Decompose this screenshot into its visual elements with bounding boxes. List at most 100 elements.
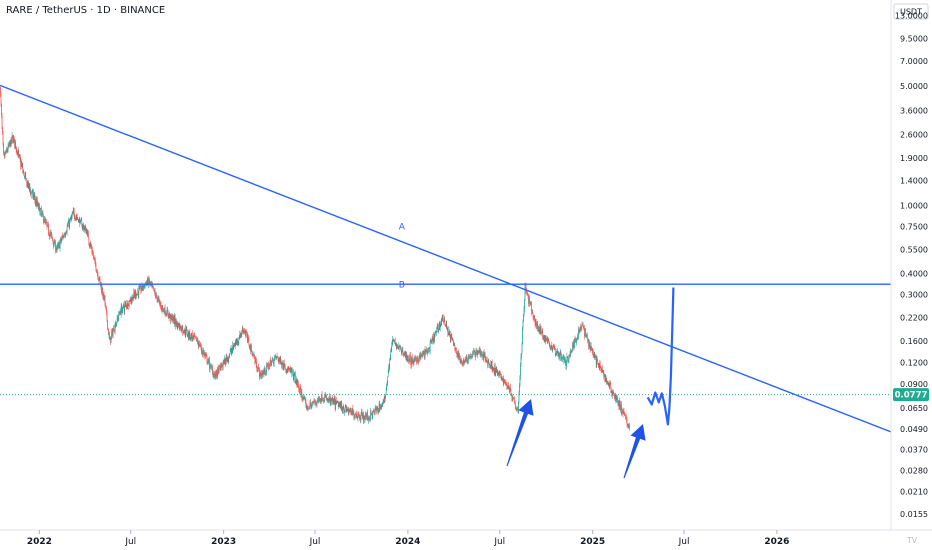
candle-body (55, 242, 56, 251)
candle-body (16, 151, 18, 153)
candle-body (565, 363, 567, 367)
candle-body (152, 285, 153, 288)
candle-body (110, 337, 111, 343)
y-axis[interactable]: USDT 13.0000 9.5000 7.0000 5.0000 3.6000 2.60… (890, 0, 932, 530)
candle-body (253, 354, 255, 356)
candle-body (147, 278, 149, 285)
candle-body (133, 291, 135, 295)
trendline-A[interactable] (0, 84, 892, 433)
candle-body (235, 341, 237, 345)
candle-body (398, 345, 400, 348)
candle-body (10, 139, 12, 147)
x-tick-label: 2022 (27, 537, 52, 547)
candle-body (613, 392, 614, 394)
candle-body (612, 391, 614, 394)
candle-body (0, 88, 1, 95)
candle-body (605, 378, 607, 382)
candle-body (149, 281, 151, 285)
candle-body (165, 313, 167, 315)
candle-body (287, 367, 289, 370)
candle-body (48, 224, 49, 234)
candle-body (153, 286, 154, 288)
candle-body (533, 316, 535, 319)
candle-body (369, 418, 371, 420)
candle-body (409, 358, 410, 363)
candle-body (259, 372, 261, 378)
candle-body (67, 225, 68, 227)
candle-body (548, 341, 550, 344)
candle-body (600, 366, 602, 369)
candle-body (491, 361, 492, 367)
candle-body (599, 362, 601, 368)
candle-body (86, 229, 88, 235)
candle-body (455, 348, 456, 350)
y-tick-label: 0.1200 (900, 358, 928, 367)
candle-body (376, 409, 377, 411)
candle-body (171, 316, 173, 318)
candle-body (243, 330, 244, 332)
candle-body (148, 278, 150, 280)
candle-body (617, 400, 619, 404)
candle-body (30, 190, 32, 195)
candle-body (122, 304, 124, 307)
candle-body (402, 349, 404, 353)
candle-body (436, 325, 438, 331)
candle-body (184, 327, 186, 333)
candle-body (216, 369, 217, 375)
candle-body (137, 290, 139, 295)
candle-body (158, 297, 160, 301)
candle-body (270, 363, 272, 367)
candle-body (320, 401, 322, 402)
candle-body (41, 208, 42, 215)
candle-body (575, 339, 577, 343)
candle-body (518, 392, 520, 403)
candle-body (292, 369, 294, 377)
candle-body (348, 410, 350, 413)
candle-body (272, 359, 273, 361)
candle-body (301, 392, 303, 398)
candle-body (385, 395, 386, 399)
candle-body (193, 335, 194, 339)
candle-body (21, 164, 23, 167)
candle-body (115, 323, 116, 327)
candle-body (562, 356, 564, 358)
candle-body (112, 330, 114, 337)
candle-body (10, 140, 11, 147)
candle-body (579, 327, 581, 331)
candle-body (307, 406, 309, 409)
candle-body (344, 407, 346, 412)
candle-body (195, 336, 197, 338)
candle-body (73, 209, 75, 218)
candle-body (480, 351, 481, 356)
candle-body (542, 337, 544, 339)
candle-body (276, 356, 277, 358)
candle-body (451, 334, 453, 339)
candle-body (101, 284, 102, 293)
candle-body (578, 329, 579, 337)
candle-body (337, 401, 339, 403)
currency-label[interactable]: USDT (900, 8, 922, 17)
x-axis[interactable]: 2022 Jul 2023 Jul 2024 Jul 2025 Jul 2026 (0, 529, 932, 547)
candle-body (608, 382, 609, 384)
candle-body (485, 357, 486, 361)
candle-body (77, 219, 79, 222)
candle-body (611, 390, 612, 393)
candle-body (364, 416, 365, 420)
candle-body (74, 217, 76, 220)
candle-body (506, 384, 507, 386)
candle-body (602, 369, 604, 372)
candle-body (614, 395, 615, 396)
candle-body (13, 137, 14, 143)
trendlines[interactable]: AB (0, 84, 892, 433)
candle-body (551, 348, 553, 350)
candle-body (482, 354, 483, 356)
x-tick-label: 2025 (580, 537, 605, 547)
candle-body (57, 245, 58, 247)
candle-body (609, 381, 611, 387)
candle-body (527, 293, 528, 295)
candle-body (230, 348, 232, 353)
candle-body (366, 416, 367, 418)
candle-body (432, 337, 433, 340)
